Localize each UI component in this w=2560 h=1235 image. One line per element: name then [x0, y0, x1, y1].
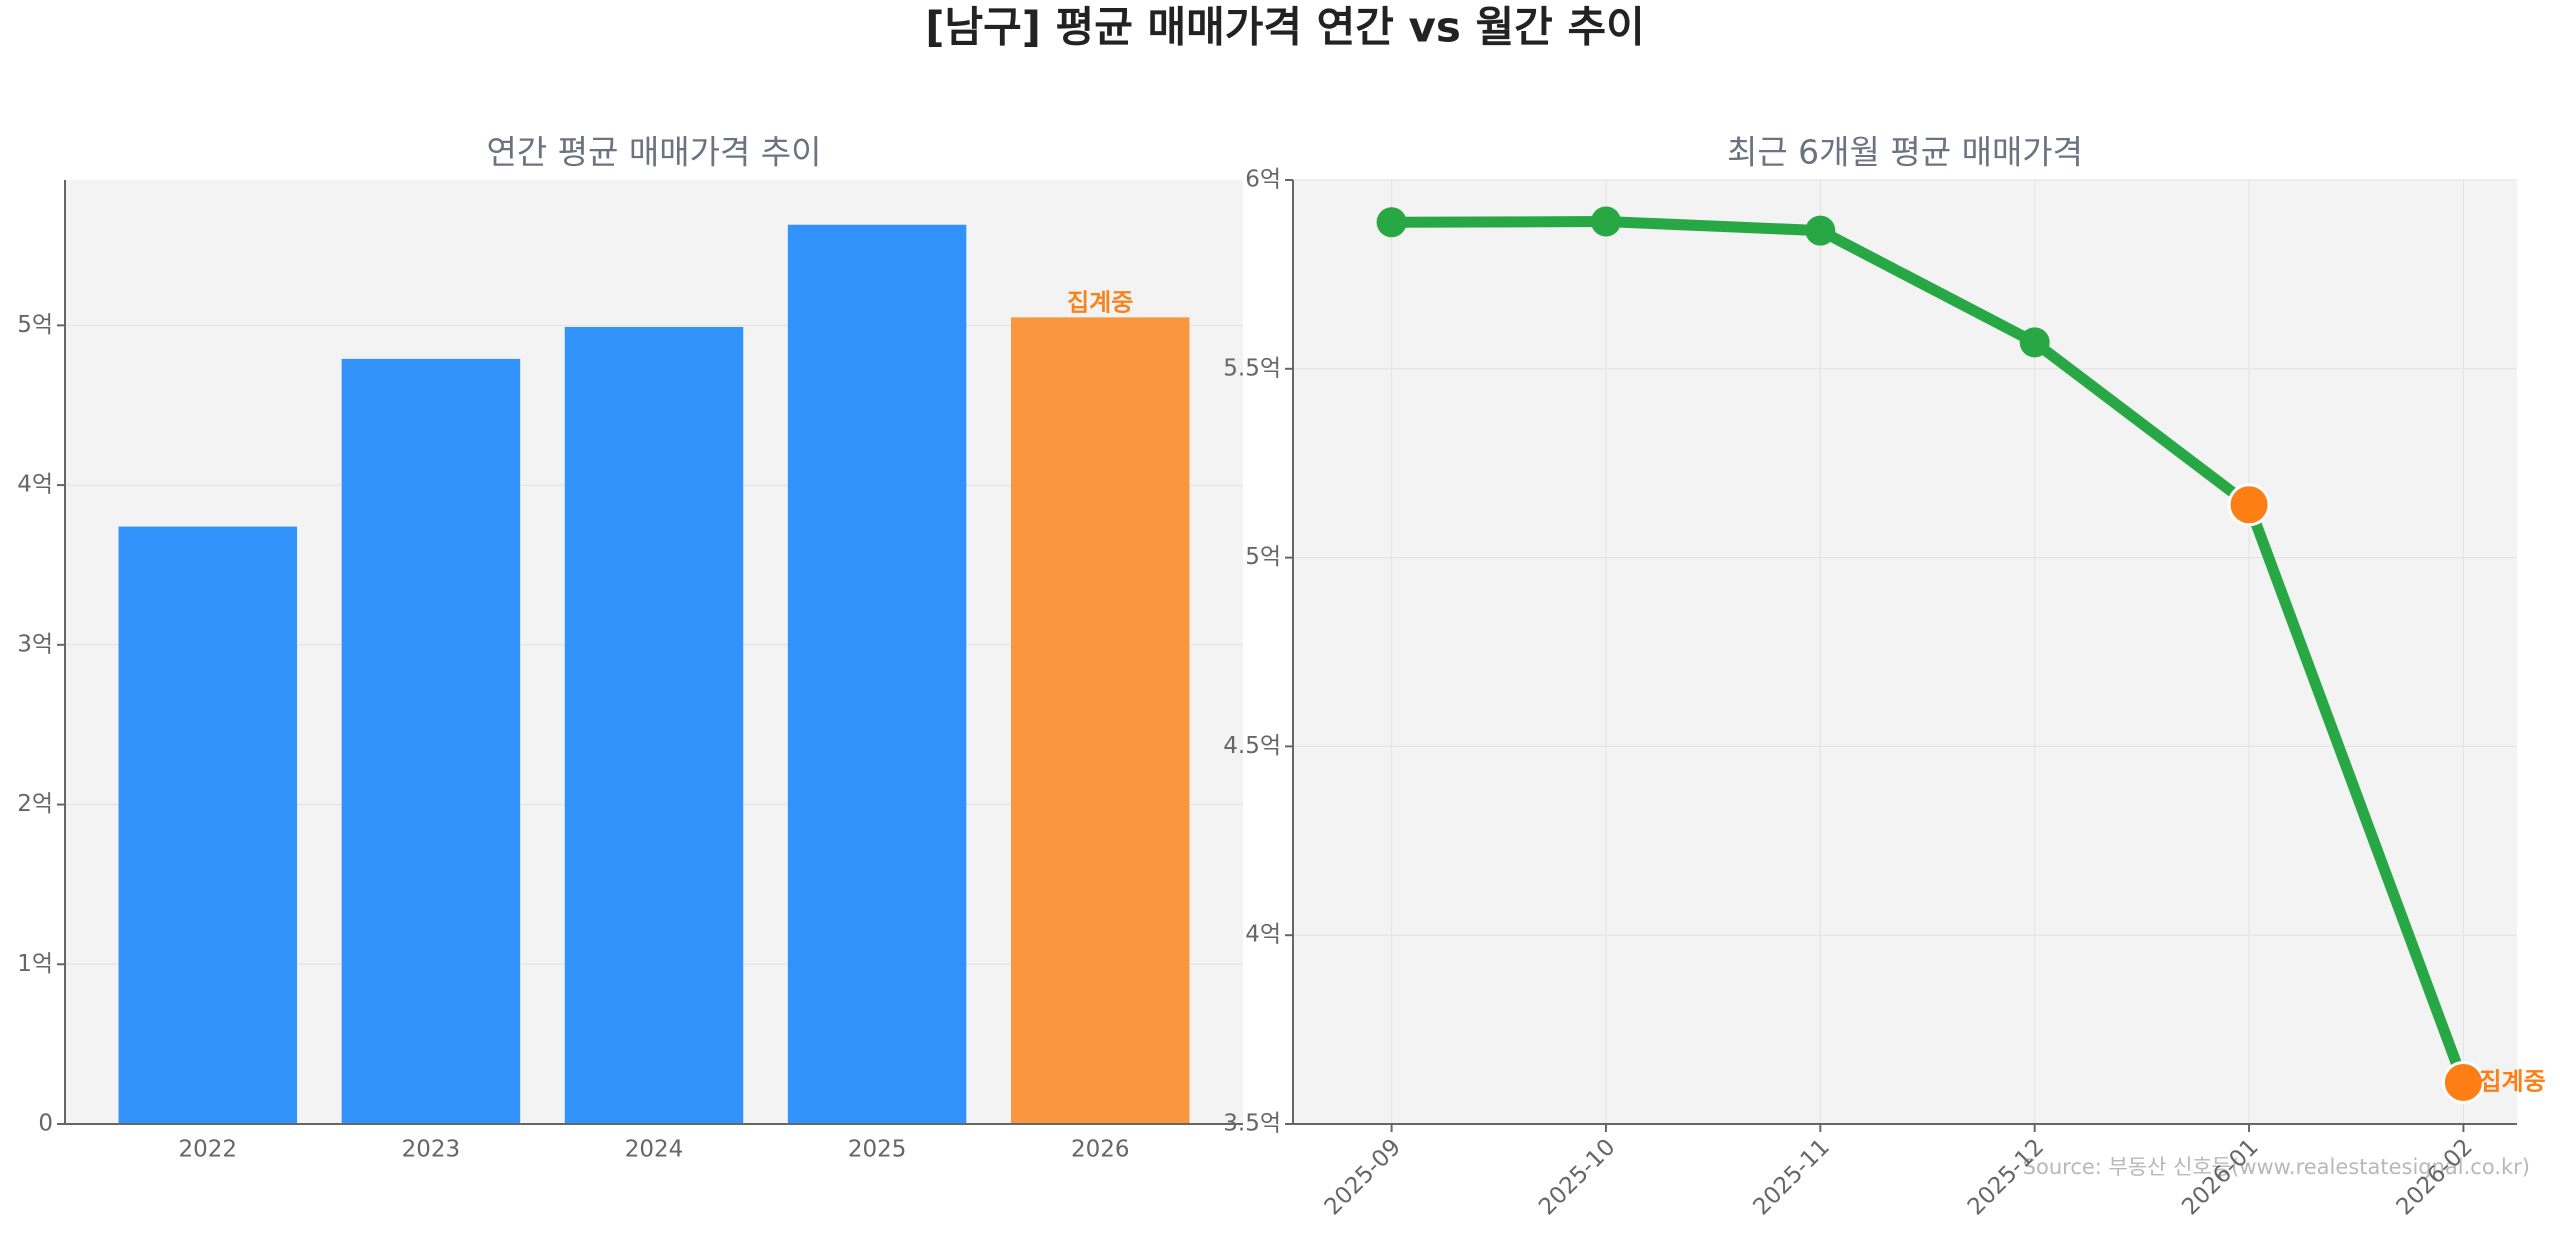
x-tick-label: 2025-10 — [1534, 1134, 1620, 1220]
marker — [2019, 327, 2050, 358]
source: Source: 부동산 신호등(www.realestatesignal.co.… — [2023, 1155, 2530, 1179]
marker — [2441, 1060, 2485, 1104]
x-tick-label: 2025 — [848, 1137, 907, 1163]
subplot-title: 최근 6개월 평균 매매가격 — [1727, 133, 2083, 172]
y-tick-label: 1억 — [17, 951, 53, 977]
marker — [1376, 207, 1407, 238]
marker — [1590, 206, 1621, 237]
y-tick-label: 5억 — [17, 312, 53, 338]
line — [1391, 216, 2469, 1085]
subplot-title: 연간 평균 매매가격 추이 — [486, 133, 821, 172]
y-tick-label: 4.5억 — [1223, 733, 1281, 759]
bar — [787, 224, 967, 1125]
y-tick-label: 3억 — [17, 631, 53, 657]
marker — [1805, 215, 1836, 246]
bar — [118, 526, 298, 1124]
x-tick-label: 2024 — [625, 1137, 684, 1163]
x-tick-label: 2023 — [402, 1137, 461, 1163]
plot-area — [1293, 180, 2517, 1124]
bar — [341, 358, 521, 1124]
y-tick-label: 2억 — [17, 791, 53, 817]
marker — [2227, 483, 2271, 527]
y-tick-label: 6억 — [1245, 167, 1281, 193]
y-tick-label: 0 — [38, 1111, 53, 1137]
figure-title: [남구] 평균 매매가격 연간 vs 월간 추이 — [925, 3, 1644, 52]
x-tick-label: 2026 — [1071, 1137, 1130, 1163]
bar — [1010, 317, 1190, 1124]
bar — [564, 326, 744, 1124]
x-tick-label: 2022 — [179, 1137, 238, 1163]
y-tick-label: 3.5억 — [1223, 1111, 1281, 1137]
y-tick-label: 5억 — [1245, 544, 1281, 570]
y-tick-label: 4억 — [1245, 922, 1281, 948]
y-tick-label: 4억 — [17, 472, 53, 498]
x-tick-label: 2025-11 — [1748, 1134, 1834, 1220]
annotation: 집계중 — [2479, 1067, 2545, 1095]
y-tick-label: 5.5억 — [1223, 355, 1281, 381]
annotation: 집계중 — [1067, 288, 1133, 316]
x-tick-label: 2025-09 — [1320, 1134, 1406, 1220]
